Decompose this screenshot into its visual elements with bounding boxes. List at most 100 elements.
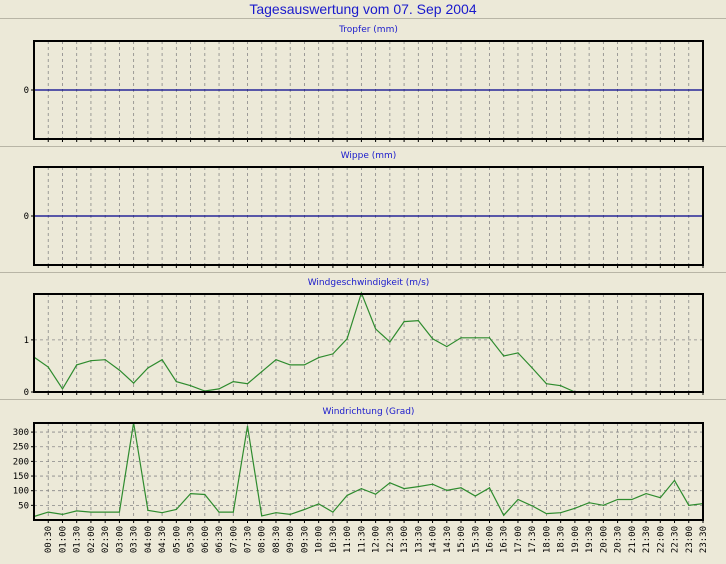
data-point <box>574 507 576 509</box>
data-point <box>318 356 320 359</box>
y-tick-label: 300 <box>13 428 29 438</box>
data-point <box>47 511 49 513</box>
x-tick-label: 19:30 <box>585 526 595 553</box>
x-tick-label: 05:00 <box>172 526 182 553</box>
data-point <box>118 369 121 371</box>
chart-title: Tropfer (mm) <box>338 25 398 35</box>
x-tick-label: 03:00 <box>115 526 125 553</box>
x-tick-label: 09:30 <box>300 526 310 553</box>
data-point <box>488 337 491 339</box>
data-point <box>161 359 163 361</box>
data-point <box>474 337 476 339</box>
data-point <box>303 508 306 511</box>
data-point <box>588 502 590 504</box>
data-point <box>232 511 234 513</box>
x-tick-label: 21:30 <box>642 526 652 553</box>
x-tick-label: 11:00 <box>343 526 353 553</box>
data-point <box>503 355 505 357</box>
x-tick-label: 16:30 <box>500 526 510 553</box>
x-tick-label: 16:00 <box>485 526 495 553</box>
x-tick-label: 04:00 <box>144 526 154 553</box>
data-point <box>631 498 633 501</box>
data-point <box>289 513 291 516</box>
data-point <box>161 512 163 514</box>
data-point <box>417 485 419 488</box>
data-point <box>90 360 92 362</box>
data-point <box>175 380 177 383</box>
data-point <box>346 338 348 340</box>
x-tick-label: 01:30 <box>73 526 83 553</box>
x-tick-label: 02:30 <box>101 526 111 553</box>
x-tick-label: 10:00 <box>315 526 325 553</box>
x-tick-label: 04:30 <box>158 526 168 553</box>
chart-panel-0: Tropfer (mm) 0 <box>24 25 704 142</box>
y-tick-label: 100 <box>13 487 29 497</box>
data-point <box>545 512 548 515</box>
y-tick-label: 0 <box>24 388 29 398</box>
chart-title: Windgeschwindigkeit (m/s) <box>308 278 430 288</box>
x-tick-label: 22:00 <box>656 526 666 553</box>
data-point <box>688 504 690 506</box>
data-point <box>517 498 519 501</box>
data-point <box>318 503 320 505</box>
x-tick-label: 18:00 <box>542 526 552 553</box>
data-point <box>446 346 448 348</box>
data-point <box>332 511 334 513</box>
series-line <box>33 422 704 518</box>
data-point <box>246 425 249 427</box>
plot-frame <box>33 40 704 140</box>
x-tick-label: 19:00 <box>571 526 581 553</box>
data-point <box>61 513 64 516</box>
y-tick-label: 1 <box>24 336 29 346</box>
x-tick-label: 03:30 <box>130 526 140 553</box>
data-point <box>545 383 548 385</box>
x-tick-label: 02:00 <box>87 526 97 553</box>
chart-panel-1: Wippe (mm) 0 <box>24 151 704 268</box>
data-point <box>346 494 348 496</box>
x-tick-label: 07:30 <box>244 526 254 553</box>
chart-panel-3: Windrichtung (Grad) 50 100 150 200 250 300 <box>13 407 704 523</box>
x-tick-label: 01:00 <box>58 526 68 553</box>
data-point <box>275 359 277 361</box>
x-tick-label: 12:30 <box>386 526 396 553</box>
chart-title: Wippe (mm) <box>341 151 397 161</box>
data-point <box>531 505 533 507</box>
data-point <box>389 482 391 484</box>
data-point <box>645 493 647 495</box>
data-point <box>474 495 476 497</box>
data-point <box>417 319 419 322</box>
data-point <box>375 328 377 330</box>
plot-frame <box>33 166 704 266</box>
data-point <box>76 364 78 366</box>
data-point <box>47 366 49 368</box>
x-tick-label: 05:30 <box>187 526 197 553</box>
data-point <box>403 488 405 490</box>
x-tick-label: 08:00 <box>258 526 268 553</box>
data-point <box>147 509 149 511</box>
x-tick-label: 09:00 <box>286 526 296 553</box>
page-title: Tagesauswertung vom 07. Sep 2004 <box>249 1 477 17</box>
x-tick-label: 17:00 <box>514 526 524 553</box>
data-point <box>517 352 519 354</box>
data-point <box>389 341 391 343</box>
data-point <box>460 487 462 489</box>
chart-title: Windrichtung (Grad) <box>323 407 415 417</box>
data-point <box>204 493 206 496</box>
x-tick-label: 21:00 <box>628 526 638 553</box>
data-point <box>246 383 249 385</box>
data-point <box>659 497 661 499</box>
x-tick-label: 06:00 <box>201 526 211 553</box>
y-tick-label: 0 <box>24 212 29 222</box>
data-point <box>503 514 505 516</box>
x-tick-label: 12:00 <box>372 526 382 553</box>
x-tick-label: 23:30 <box>699 526 709 553</box>
data-point <box>175 508 177 511</box>
x-tick-label: 11:30 <box>357 526 367 553</box>
data-point <box>61 388 64 390</box>
data-point <box>232 380 234 383</box>
x-tick-label: 15:00 <box>457 526 467 553</box>
data-point <box>673 479 676 482</box>
data-point <box>133 382 135 384</box>
data-point <box>602 504 604 506</box>
